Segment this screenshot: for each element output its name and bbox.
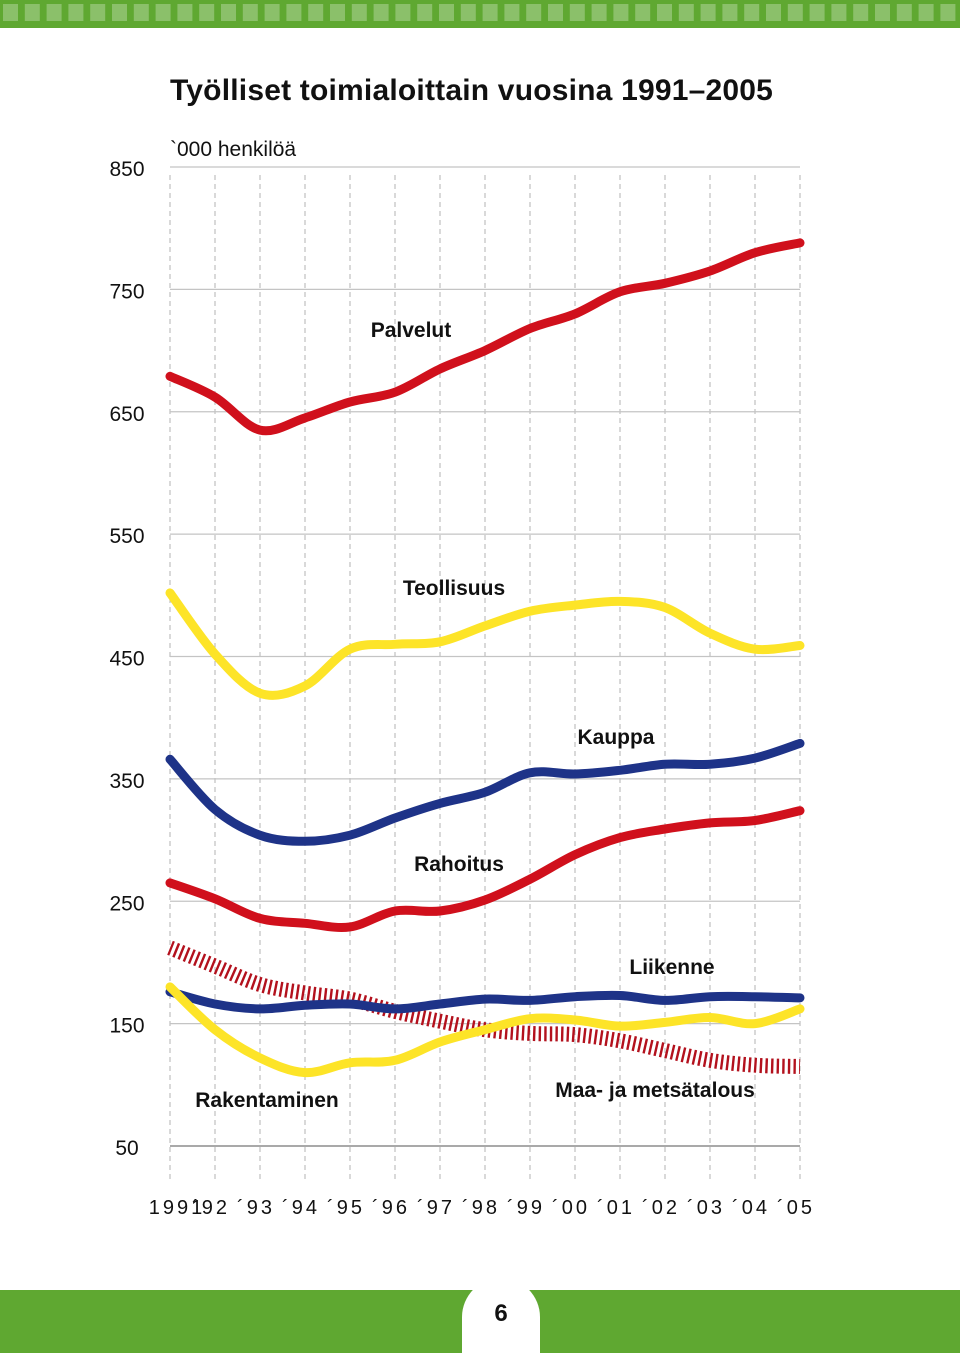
x-tick-label: ´04 <box>732 1197 770 1219</box>
x-tick-label: ´95 <box>327 1197 365 1219</box>
y-tick-label: 650 <box>109 403 144 426</box>
series-line-kauppa <box>165 738 805 846</box>
series-line-rahoitus <box>165 806 805 932</box>
x-tick-label: ´97 <box>417 1197 455 1219</box>
series-label-rakentaminen: Rakentaminen <box>195 1089 339 1112</box>
x-tick-label: ´99 <box>507 1197 545 1219</box>
page-number: 6 <box>494 1300 508 1327</box>
series-label-liikenne: Liikenne <box>629 956 714 979</box>
series-line-teollisuus <box>165 588 805 700</box>
series-label-maa-ja-metsatalous: Maa- ja metsätalous <box>555 1079 755 1102</box>
series-label-palvelut: Palvelut <box>371 319 452 342</box>
series-line-liikenne <box>165 987 805 1014</box>
y-tick-label: 50 <box>115 1137 138 1160</box>
y-tick-label: 850 <box>109 158 144 181</box>
y-tick-label: 150 <box>109 1015 144 1038</box>
series-label-rahoitus: Rahoitus <box>414 853 504 876</box>
x-tick-label: 1991 <box>149 1197 206 1219</box>
series-line-palvelut <box>165 238 805 436</box>
y-tick-label: 350 <box>109 770 144 793</box>
x-tick-label: ´03 <box>687 1197 725 1219</box>
x-tick-label: ´00 <box>552 1197 590 1219</box>
x-tick-label: ´96 <box>372 1197 410 1219</box>
y-tick-label: 750 <box>109 280 144 303</box>
x-tick-label: ´02 <box>642 1197 680 1219</box>
y-axis-unit-label: `000 henkilöä <box>170 138 297 161</box>
x-tick-label: ´92 <box>192 1197 230 1219</box>
line-chart: 850 750 650 550 450 350 250 150 50 1991´92 ´93 ´94… <box>109 158 815 1219</box>
top-checker-strip <box>0 0 960 28</box>
y-tick-label: 550 <box>109 525 144 548</box>
series-label-teollisuus: Teollisuus <box>403 577 505 600</box>
y-tick-label: 250 <box>109 892 144 915</box>
x-tick-label: ´01 <box>597 1197 635 1219</box>
series-label-kauppa: Kauppa <box>577 726 654 749</box>
x-tick-label: ´98 <box>462 1197 500 1219</box>
x-tick-label: ´94 <box>282 1197 320 1219</box>
series-line-rakentaminen <box>165 982 805 1078</box>
x-tick-label: ´93 <box>237 1197 275 1219</box>
x-tick-label: ´05 <box>777 1197 815 1219</box>
y-tick-label: 450 <box>109 648 144 671</box>
chart-title: Työlliset toimialoittain vuosina 1991–20… <box>170 74 774 107</box>
